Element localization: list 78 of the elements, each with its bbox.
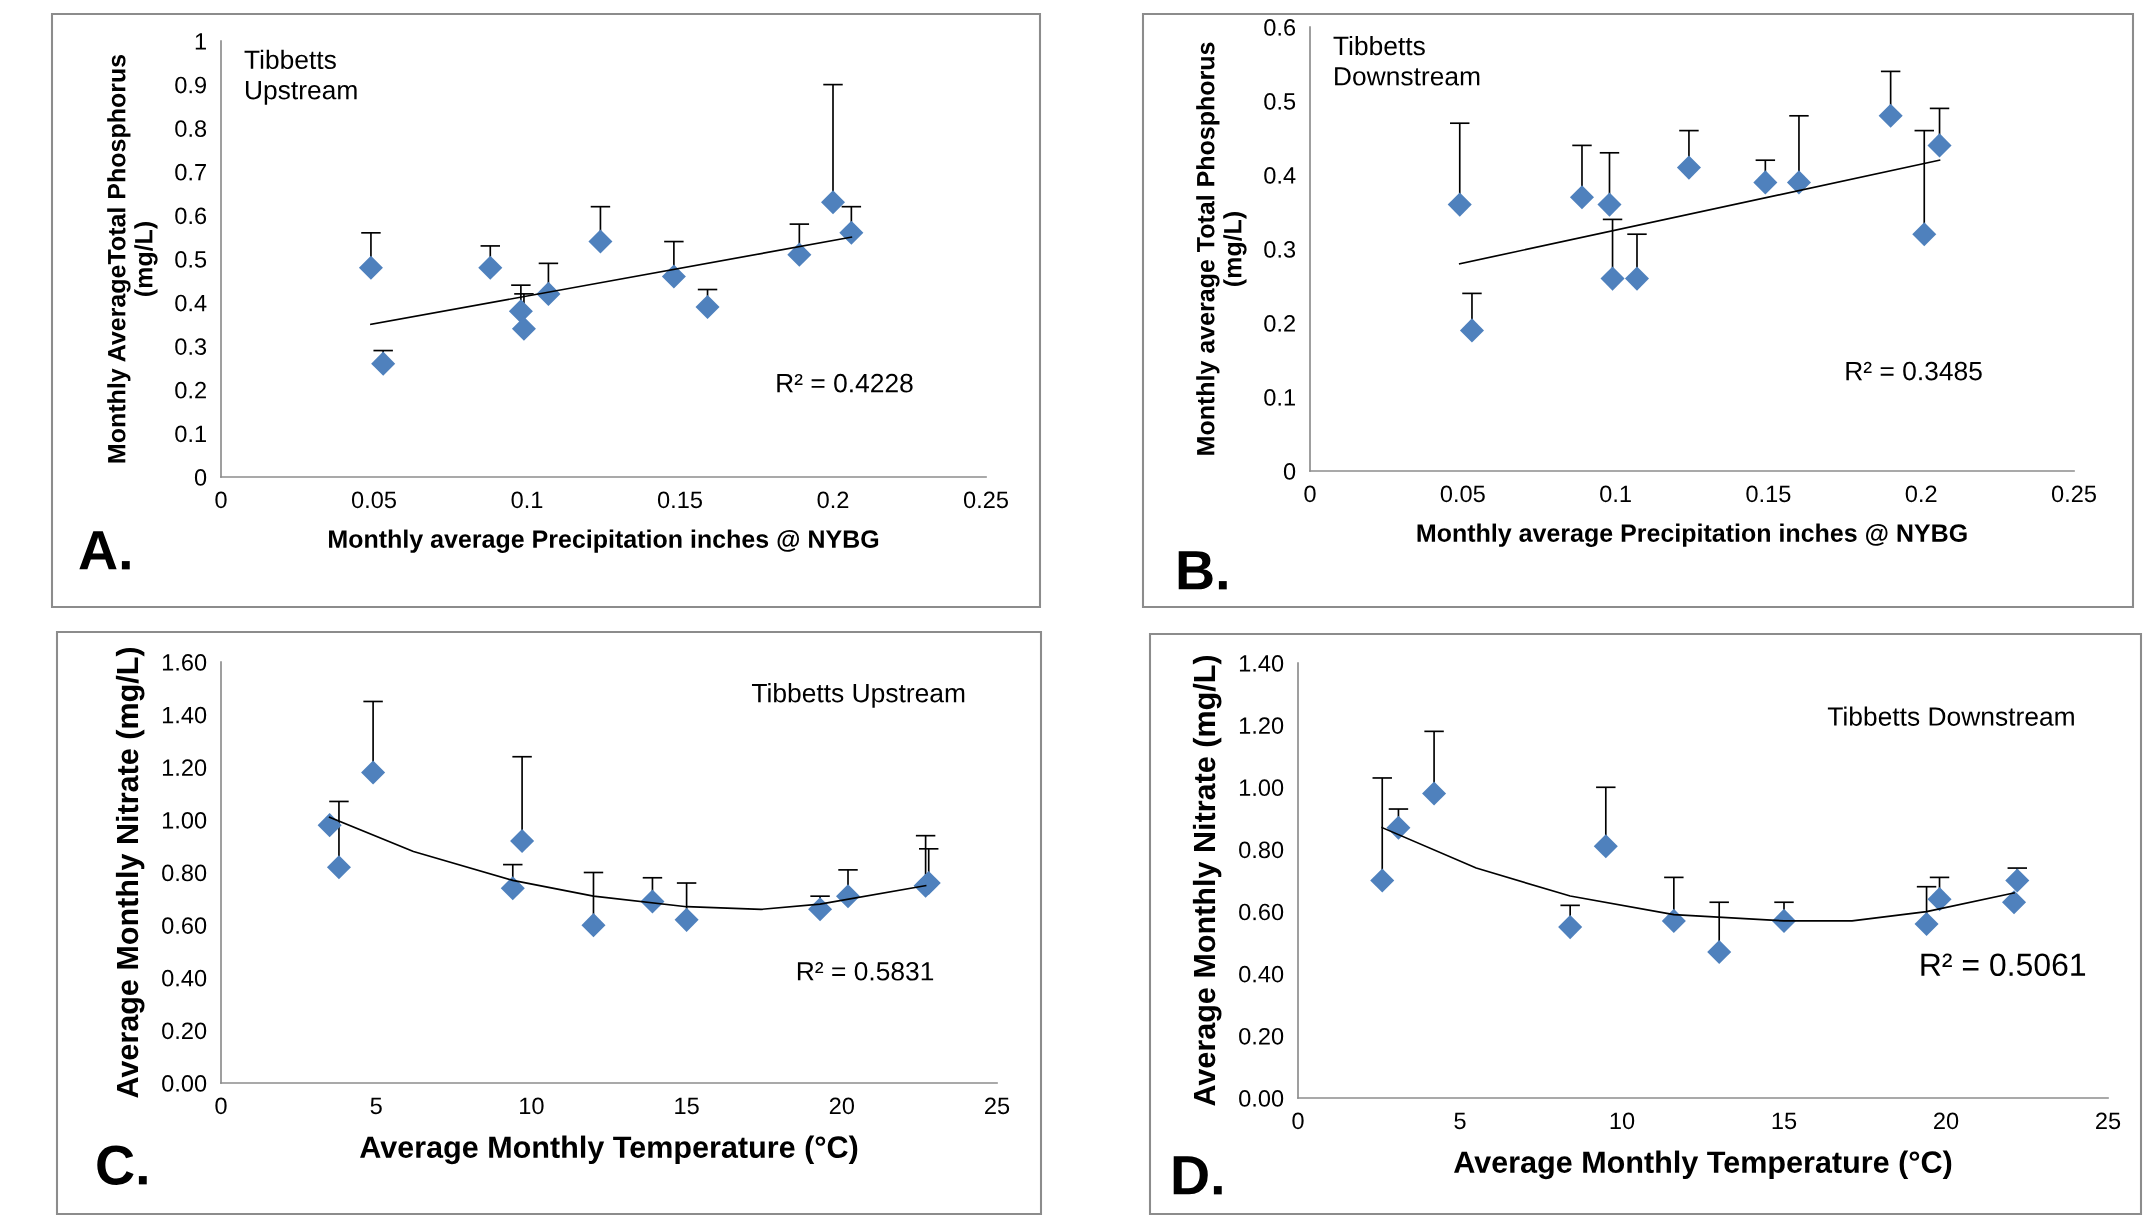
y-tick-label: 0.5 bbox=[175, 251, 207, 268]
y-tick-label: 1.20 bbox=[1239, 717, 1284, 734]
y-tick-label: 0.20 bbox=[1239, 1027, 1284, 1045]
y-tick-label: 0.1 bbox=[175, 425, 206, 443]
text: B. bbox=[1178, 551, 1227, 590]
x-tick-label: 0.2 bbox=[817, 491, 849, 509]
y-tick-label: 0.8 bbox=[175, 120, 207, 137]
text: Tibbetts Downstream bbox=[1333, 35, 1480, 86]
x-tick-label: 5 bbox=[1454, 1112, 1466, 1130]
y-tick-label: 0.80 bbox=[1239, 841, 1284, 859]
y-tick-label: 0.3 bbox=[1264, 241, 1296, 258]
x-tick-label: 0 bbox=[215, 1097, 227, 1115]
x-axis-title: Average Monthly Temperature (°C) bbox=[360, 1135, 858, 1165]
x-tick-label: 0 bbox=[215, 491, 227, 509]
y-tick-label: 1 bbox=[195, 33, 206, 50]
y-tick-label: 0 bbox=[1283, 463, 1296, 480]
y-tick-label: 0.4 bbox=[175, 294, 207, 312]
x-tick-label: 25 bbox=[985, 1097, 1010, 1115]
x-tick-label: 0.25 bbox=[2051, 485, 2096, 503]
y-tick-label: 0.2 bbox=[175, 381, 206, 399]
text: Tibbetts Upstream bbox=[751, 683, 965, 708]
text: A. bbox=[79, 531, 130, 570]
x-tick-label: 0.1 bbox=[1600, 485, 1631, 503]
y-tick-label: 0.00 bbox=[1239, 1090, 1284, 1107]
text: C. bbox=[97, 1145, 147, 1185]
y-tick-label: 0.20 bbox=[162, 1022, 207, 1040]
y-tick-label: 0.6 bbox=[175, 207, 207, 225]
y-tick-label: 0.80 bbox=[162, 864, 207, 882]
y-tick-label: 0.7 bbox=[175, 163, 206, 181]
y-tick-label: 1.20 bbox=[162, 759, 207, 777]
x-tick-label: 0.25 bbox=[963, 491, 1008, 509]
text: Tibbetts Downstream bbox=[1827, 706, 2074, 726]
y-tick-label: 0.60 bbox=[1239, 903, 1284, 921]
x-tick-label: 0.05 bbox=[351, 491, 396, 509]
x-tick-label: 20 bbox=[1934, 1112, 1959, 1130]
x-axis-title: Average Monthly Temperature (°C) bbox=[1454, 1150, 1952, 1180]
x-tick-label: 15 bbox=[675, 1097, 699, 1115]
y-axis-title: Average Monthly Nitrate (mg/L) bbox=[115, 647, 145, 1098]
y-tick-label: 1.40 bbox=[1239, 655, 1284, 672]
y-axis-title: Monthly average Total Phosphorus (mg/L) bbox=[1196, 42, 1247, 455]
text: Tibbetts Upstream bbox=[244, 49, 357, 105]
text: D. bbox=[1173, 1156, 1222, 1195]
annotation: R² = 0.5831 bbox=[797, 961, 934, 981]
y-tick-label: 1.60 bbox=[162, 654, 207, 671]
x-tick-label: 20 bbox=[829, 1097, 855, 1115]
y-tick-label: 0.5 bbox=[1264, 93, 1296, 110]
y-tick-label: 0.40 bbox=[162, 969, 207, 987]
y-tick-label: 0.1 bbox=[1264, 389, 1295, 406]
annotation: R² = 0.3485 bbox=[1846, 361, 1982, 381]
x-tick-label: 15 bbox=[1772, 1112, 1797, 1130]
y-tick-label: 0.00 bbox=[162, 1075, 207, 1092]
y-tick-label: 0 bbox=[194, 469, 207, 486]
y-tick-label: 0.6 bbox=[1264, 19, 1296, 36]
y-tick-label: 0.2 bbox=[1264, 315, 1295, 332]
y-tick-label: 0.9 bbox=[175, 76, 206, 94]
x-tick-label: 0.05 bbox=[1440, 485, 1485, 503]
x-tick-label: 25 bbox=[2096, 1112, 2121, 1130]
x-tick-label: 0.15 bbox=[657, 491, 702, 509]
y-axis-title: Average Monthly Nitrate (mg/L) bbox=[1192, 655, 1222, 1106]
x-tick-label: 0.15 bbox=[1746, 485, 1791, 503]
annotation: R² = 0.4228 bbox=[777, 373, 913, 393]
y-tick-label: 1.00 bbox=[162, 811, 207, 829]
x-axis-title: Monthly average Precipitation inches @ NYBG bbox=[1417, 523, 1967, 547]
y-tick-label: 0.60 bbox=[162, 917, 207, 934]
x-tick-label: 0 bbox=[1304, 485, 1316, 503]
x-tick-label: 0.2 bbox=[1905, 485, 1937, 503]
y-axis-title: Monthly AverageTotal Phosphorus (mg/L) bbox=[107, 54, 158, 463]
x-tick-label: 10 bbox=[1610, 1112, 1635, 1130]
y-tick-label: 0.4 bbox=[1264, 167, 1296, 184]
x-tick-label: 5 bbox=[370, 1097, 382, 1115]
y-tick-label: 1.00 bbox=[1239, 779, 1284, 797]
y-tick-label: 0.3 bbox=[175, 338, 207, 355]
x-tick-label: 0.1 bbox=[511, 491, 543, 509]
x-tick-label: 10 bbox=[520, 1097, 544, 1115]
y-tick-label: 0.40 bbox=[1239, 965, 1284, 983]
y-tick-label: 1.40 bbox=[162, 706, 207, 724]
x-axis-title: Monthly average Precipitation inches @ NYBG bbox=[329, 529, 879, 553]
annotation: R² = 0.5061 bbox=[1921, 953, 2086, 977]
